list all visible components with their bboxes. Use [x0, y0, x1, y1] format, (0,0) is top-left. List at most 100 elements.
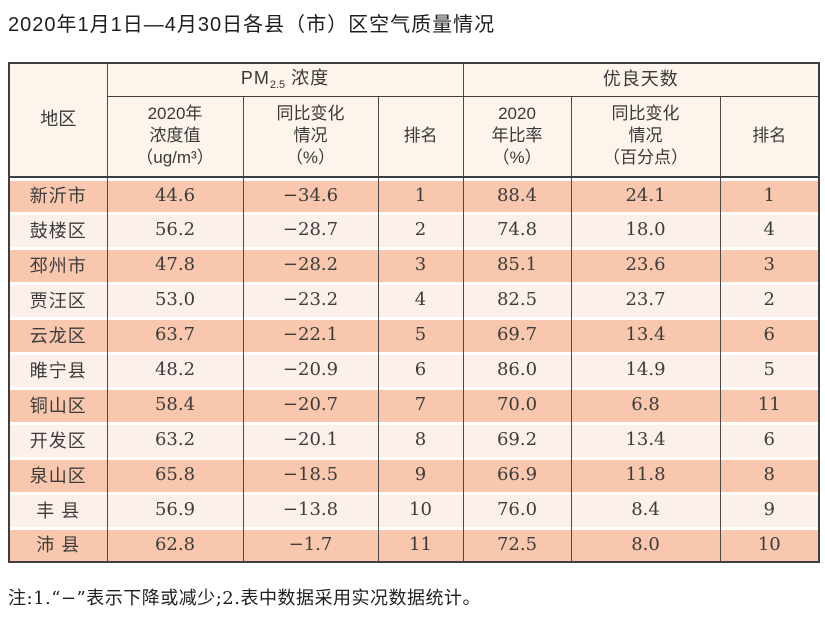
days-change-cell: 8.0	[570, 527, 721, 562]
days-rank-cell: 3	[719, 247, 820, 282]
pm-change-cell: −1.7	[242, 527, 378, 562]
pm-value-cell: 47.8	[106, 247, 243, 282]
days-rank-cell: 11	[719, 387, 820, 422]
footnote: 注:1.“−”表示下降或减少;2.表中数据采用实况数据统计。	[8, 588, 481, 609]
pm-rank-cell: 5	[377, 317, 464, 352]
header-pm25-group: PM2.5 浓度	[106, 63, 464, 97]
header-days-rank: 排名	[719, 96, 820, 178]
page-title: 2020年1月1日—4月30日各县（市）区空气质量情况	[8, 14, 496, 36]
days-rank-cell: 9	[719, 492, 820, 527]
pm-change-cell: −28.7	[242, 212, 378, 247]
region-cell: 泉山区	[9, 457, 107, 492]
table-row: 铜山区 58.4 −20.7 7 70.0 6.8 11	[9, 387, 820, 422]
days-ratio-cell: 86.0	[462, 352, 572, 387]
pm-rank-cell: 3	[377, 247, 464, 282]
region-cell: 邳州市	[9, 247, 107, 282]
days-ratio-cell: 82.5	[462, 282, 572, 317]
header-good-days-group: 优良天数	[462, 63, 820, 97]
pm-rank-cell: 6	[377, 352, 464, 387]
header-pm-change: 同比变化 情况 （%）	[242, 96, 378, 178]
pm-value-cell: 53.0	[106, 282, 243, 317]
pm-rank-cell: 11	[377, 527, 464, 562]
pm-value-cell: 65.8	[106, 457, 243, 492]
pm-value-cell: 58.4	[106, 387, 243, 422]
days-rank-cell: 10	[719, 527, 820, 562]
region-cell: 铜山区	[9, 387, 107, 422]
region-cell: 鼓楼区	[9, 212, 107, 247]
pm-change-cell: −20.9	[242, 352, 378, 387]
days-ratio-cell: 69.2	[462, 422, 572, 457]
pm-value-cell: 48.2	[106, 352, 243, 387]
pm-value-cell: 62.8	[106, 527, 243, 562]
pm-value-cell: 56.2	[106, 212, 243, 247]
days-change-cell: 24.1	[570, 177, 721, 212]
days-rank-cell: 6	[719, 317, 820, 352]
pm-rank-cell: 4	[377, 282, 464, 317]
table-row: 开发区 63.2 −20.1 8 69.2 13.4 6	[9, 422, 820, 457]
sub-header-row: 2020年 浓度值 （ug/m³） 同比变化 情况 （%） 排名 2020 年比…	[9, 96, 820, 178]
table-row: 云龙区 63.7 −22.1 5 69.7 13.4 6	[9, 317, 820, 352]
table-row: 新沂市 44.6 −34.6 1 88.4 24.1 1	[9, 177, 820, 212]
table-header: 地区 PM2.5 浓度 优良天数 2020年 浓度值 （ug/m³） 同比变化 …	[9, 63, 820, 178]
days-ratio-cell: 69.7	[462, 317, 572, 352]
group-header-row: 地区 PM2.5 浓度 优良天数	[9, 63, 820, 178]
days-change-cell: 8.4	[570, 492, 721, 527]
region-cell: 云龙区	[9, 317, 107, 352]
pm-rank-cell: 1	[377, 177, 464, 212]
days-ratio-cell: 85.1	[462, 247, 572, 282]
table-row: 邳州市 47.8 −28.2 3 85.1 23.6 3	[9, 247, 820, 282]
pm-change-cell: −34.6	[242, 177, 378, 212]
table-row: 鼓楼区 56.2 −28.7 2 74.8 18.0 4	[9, 212, 820, 247]
days-rank-cell: 1	[719, 177, 820, 212]
header-region: 地区	[9, 63, 107, 178]
days-ratio-cell: 72.5	[462, 527, 572, 562]
header-days-change: 同比变化 情况 （百分点）	[570, 96, 721, 178]
pm-change-cell: −13.8	[242, 492, 378, 527]
days-ratio-cell: 88.4	[462, 177, 572, 212]
table-row: 贾汪区 53.0 −23.2 4 82.5 23.7 2	[9, 282, 820, 317]
region-cell: 睢宁县	[9, 352, 107, 387]
days-rank-cell: 5	[719, 352, 820, 387]
header-days-ratio: 2020 年比率 （%）	[462, 96, 572, 178]
pm-change-cell: −20.1	[242, 422, 378, 457]
days-ratio-cell: 76.0	[462, 492, 572, 527]
pm25-label-prefix: PM	[240, 68, 270, 89]
pm-change-cell: −18.5	[242, 457, 378, 492]
pm25-subscript: 2.5	[269, 79, 286, 92]
days-change-cell: 23.7	[570, 282, 721, 317]
region-cell: 新沂市	[9, 177, 107, 212]
table-body: 新沂市 44.6 −34.6 1 88.4 24.1 1 鼓楼区 56.2 −2…	[9, 177, 820, 562]
region-cell: 开发区	[9, 422, 107, 457]
pm-change-cell: −20.7	[242, 387, 378, 422]
table-row: 泉山区 65.8 −18.5 9 66.9 11.8 8	[9, 457, 820, 492]
region-cell: 贾汪区	[9, 282, 107, 317]
pm-value-cell: 44.6	[106, 177, 243, 212]
days-change-cell: 13.4	[570, 317, 721, 352]
pm25-label-suffix: 浓度	[285, 68, 330, 89]
region-cell: 丰 县	[9, 492, 107, 527]
pm-change-cell: −22.1	[242, 317, 378, 352]
days-ratio-cell: 70.0	[462, 387, 572, 422]
pm-value-cell: 63.7	[106, 317, 243, 352]
days-change-cell: 18.0	[570, 212, 721, 247]
days-ratio-cell: 74.8	[462, 212, 572, 247]
pm-rank-cell: 10	[377, 492, 464, 527]
days-change-cell: 11.8	[570, 457, 721, 492]
table-row: 沛 县 62.8 −1.7 11 72.5 8.0 10	[9, 527, 820, 562]
pm-change-cell: −23.2	[242, 282, 378, 317]
pm-rank-cell: 9	[377, 457, 464, 492]
pm-rank-cell: 7	[377, 387, 464, 422]
header-pm-rank: 排名	[377, 96, 464, 178]
pm-value-cell: 63.2	[106, 422, 243, 457]
pm-rank-cell: 8	[377, 422, 464, 457]
days-rank-cell: 8	[719, 457, 820, 492]
days-ratio-cell: 66.9	[462, 457, 572, 492]
table-row: 丰 县 56.9 −13.8 10 76.0 8.4 9	[9, 492, 820, 527]
pm-value-cell: 56.9	[106, 492, 243, 527]
region-cell: 沛 县	[9, 527, 107, 562]
days-change-cell: 6.8	[570, 387, 721, 422]
header-pm-value: 2020年 浓度值 （ug/m³）	[106, 96, 243, 178]
pm-change-cell: −28.2	[242, 247, 378, 282]
air-quality-table: 地区 PM2.5 浓度 优良天数 2020年 浓度值 （ug/m³） 同比变化 …	[8, 62, 821, 563]
